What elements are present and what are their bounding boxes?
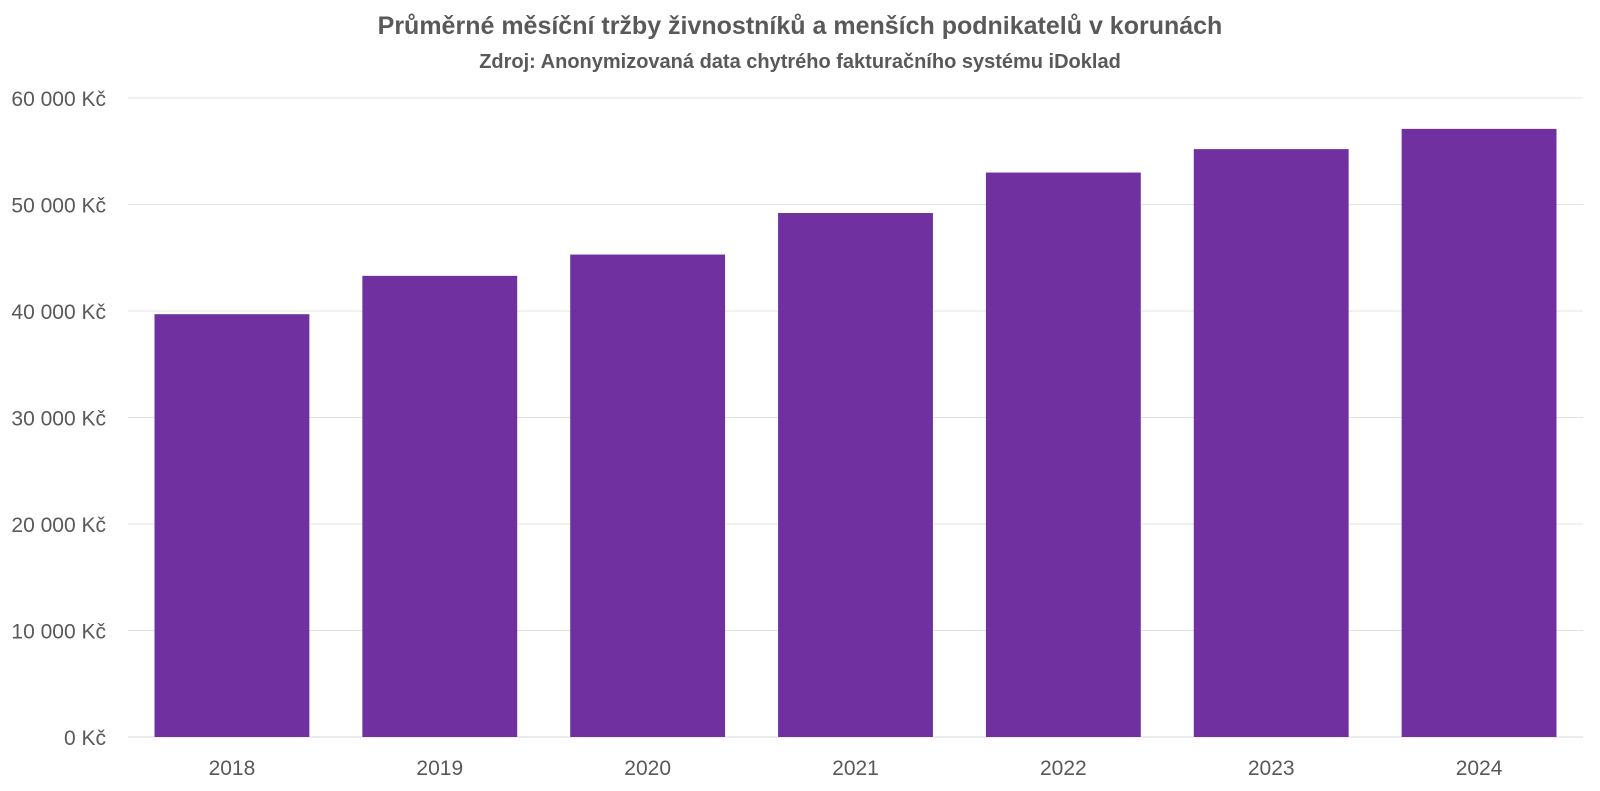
bar-2022 (985, 172, 1141, 738)
chart-title: Průměrné měsíční tržby živnostníků a men… (378, 12, 1223, 40)
x-tick-label: 2023 (1248, 757, 1295, 780)
y-tick-label: 0 Kč (64, 727, 106, 750)
x-tick-label: 2019 (416, 757, 463, 780)
y-tick-label: 20 000 Kč (11, 514, 106, 537)
x-tick-label: 2024 (1456, 757, 1503, 780)
bar-2021 (778, 213, 933, 737)
x-tick-label: 2022 (1040, 757, 1087, 780)
chart-subtitle: Zdroj: Anonymizovaná data chytrého faktu… (479, 51, 1121, 73)
x-tick-label: 2018 (209, 757, 256, 780)
x-tick-label: 2021 (832, 757, 879, 780)
y-tick-label: 30 000 Kč (11, 408, 106, 431)
bar-2019 (362, 275, 518, 737)
y-axis-tick-labels: 0 Kč 10 000 Kč 20 000 Kč 30 000 Kč 40 000 Kč… (11, 88, 106, 750)
x-tick-label: 2020 (624, 757, 671, 780)
y-tick-label: 50 000 Kč (11, 195, 106, 218)
x-axis-tick-labels: 2018 2019 2020 2021 2022 2023 2024 (209, 757, 1503, 780)
y-tick-label: 40 000 Kč (11, 301, 106, 324)
bar-2024 (1401, 128, 1557, 737)
bar-2020 (570, 254, 726, 737)
bar-2023 (1193, 149, 1349, 737)
y-tick-label: 60 000 Kč (11, 88, 106, 111)
y-tick-label: 10 000 Kč (11, 621, 106, 644)
bars (154, 128, 1557, 738)
bar-2018 (154, 314, 310, 737)
